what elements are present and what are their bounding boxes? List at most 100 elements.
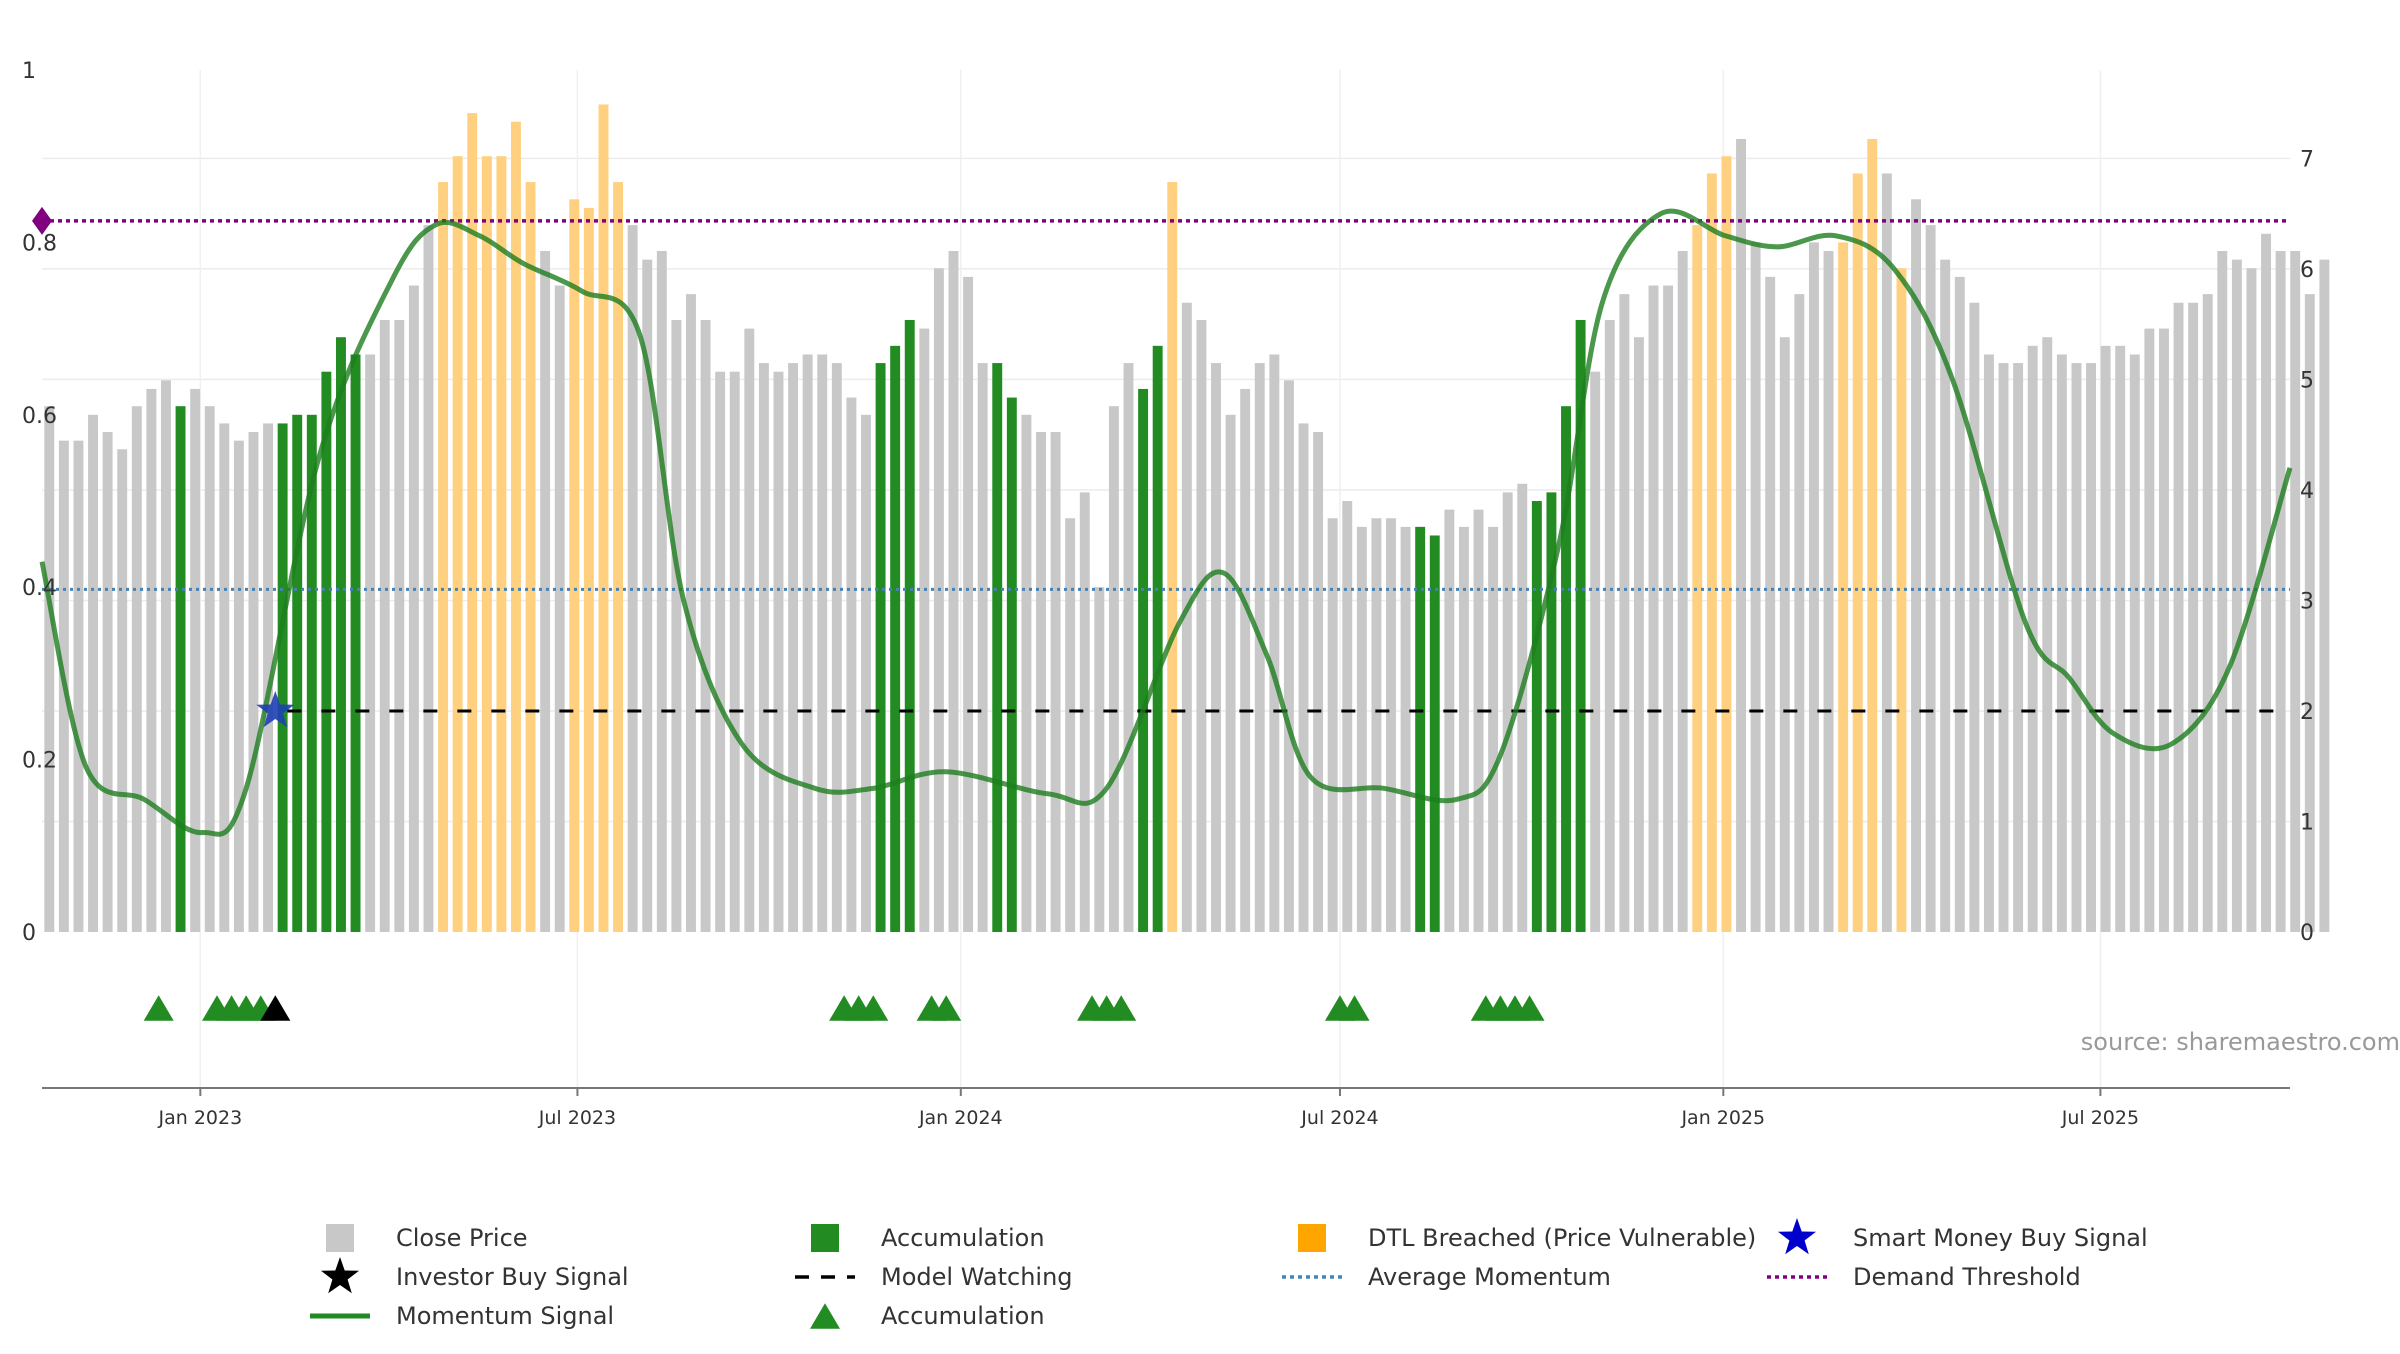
momentum-signal-line — [39, 208, 2293, 837]
dtl-breached-bar — [525, 182, 536, 932]
close-price-bar — [2056, 354, 2067, 933]
close-price-bar — [1750, 242, 1761, 932]
dtl-breached-bar — [583, 207, 594, 933]
accumulation-bar — [1561, 406, 1571, 932]
close-price-bar — [1648, 285, 1659, 932]
dtl-breached-bar — [452, 156, 463, 932]
dtl-breached-bar — [1896, 268, 1907, 932]
legend-square-icon — [326, 1224, 354, 1252]
dtl-breached-bar — [613, 182, 624, 932]
close-price-bar — [1269, 354, 1280, 933]
right-axis-tick-label: 2 — [2300, 700, 2314, 725]
accumulation-triangle-marker — [931, 995, 962, 1021]
right-axis-tick-label: 3 — [2300, 589, 2314, 614]
close-price-bar — [2100, 345, 2111, 933]
demand-threshold-marker — [32, 206, 52, 235]
legend-square-icon — [811, 1224, 839, 1252]
close-price-bar — [1590, 371, 1601, 932]
close-price-bar — [656, 251, 667, 932]
close-price-bar — [1911, 199, 1921, 933]
accumulation-triangle-marker — [143, 995, 174, 1021]
close-price-bar — [1050, 432, 1061, 932]
close-price-bar — [248, 432, 259, 932]
accumulation-bar — [1531, 501, 1542, 932]
close-price-bar — [2202, 294, 2213, 932]
close-price-bar — [671, 319, 682, 933]
close-price-bar — [1663, 285, 1674, 932]
dtl-breached-bar — [1867, 138, 1878, 932]
close-price-bar — [1458, 526, 1469, 932]
close-price-bar — [1327, 518, 1338, 932]
dtl-breached-bar — [496, 156, 507, 932]
close-price-bar — [1794, 294, 1805, 932]
accumulation-bar — [336, 337, 346, 933]
accumulation-bar — [321, 371, 332, 932]
close-price-bar — [1123, 363, 1134, 933]
close-price-bar — [131, 406, 142, 932]
close-price-bar — [1619, 294, 1630, 932]
close-price-bar — [744, 328, 755, 933]
close-price-bar — [190, 388, 201, 932]
legend-label: Model Watching — [881, 1263, 1073, 1291]
close-price-bar — [161, 380, 171, 932]
close-price-bar — [2290, 251, 2301, 932]
close-price-bar — [788, 363, 799, 933]
legend-label: Accumulation — [881, 1302, 1045, 1330]
close-price-bar — [1765, 276, 1776, 932]
legend-entry: Average Momentum — [1282, 1263, 1611, 1291]
close-price-bar — [2188, 302, 2199, 932]
dtl-breached-bar — [1721, 156, 1732, 932]
close-price-bar — [394, 319, 405, 933]
source-label: source: sharemaestro.com — [2081, 1028, 2400, 1056]
legend-triangle-icon — [810, 1303, 840, 1329]
reference-lines — [32, 206, 2290, 713]
legend-entry: Accumulation — [810, 1302, 1045, 1330]
close-price-bar — [846, 397, 857, 932]
legend-entry: Smart Money Buy Signal — [1778, 1218, 2148, 1255]
close-price-bar — [1400, 526, 1411, 932]
accumulation-bar — [350, 354, 361, 933]
close-price-bar — [1473, 509, 1484, 932]
close-price-bar — [73, 440, 84, 932]
close-price-bar — [2158, 328, 2169, 933]
close-price-bar — [2013, 363, 2024, 933]
legend: Close Price Accumulation DTL Breached (Pri… — [310, 1218, 2148, 1330]
close-price-bar — [2217, 251, 2228, 932]
close-price-bar — [1677, 251, 1688, 932]
legend-entry: Close Price — [326, 1224, 528, 1252]
close-price-bar — [2144, 328, 2155, 933]
close-price-bar — [831, 363, 842, 933]
close-price-bar — [554, 285, 565, 932]
date-axis-tick-label: Jul 2023 — [538, 1107, 616, 1129]
close-price-bar — [1998, 363, 2009, 933]
close-price-bar — [2261, 233, 2271, 932]
close-price-bar — [1298, 423, 1309, 932]
dtl-breached-bar — [1706, 173, 1717, 932]
close-price-bar — [1036, 432, 1046, 932]
legend-star-icon — [1778, 1218, 1816, 1255]
close-price-bars — [44, 104, 2330, 933]
close-price-bar — [1313, 432, 1324, 932]
close-price-bar — [1779, 337, 1790, 933]
right-axis-tick-label: 4 — [2300, 479, 2314, 504]
close-price-bar — [1808, 242, 1819, 932]
date-axis-tick-label: Jul 2025 — [2061, 1107, 2139, 1129]
accumulation-bar — [875, 363, 886, 933]
close-price-bar — [2173, 302, 2184, 932]
dtl-breached-bar — [511, 121, 521, 933]
close-price-bar — [1940, 259, 1951, 932]
close-price-bar — [1969, 302, 1980, 932]
close-price-bar — [773, 371, 784, 932]
legend-label: DTL Breached (Price Vulnerable) — [1368, 1224, 1756, 1252]
close-price-bar — [423, 225, 434, 932]
legend-star-icon — [321, 1257, 359, 1294]
accumulation-bar — [277, 423, 288, 932]
close-price-bar — [2319, 259, 2330, 932]
right-axis-tick-label: 5 — [2300, 368, 2314, 393]
close-price-bar — [919, 328, 930, 933]
close-price-bar — [627, 225, 638, 932]
legend-label: Momentum Signal — [396, 1302, 614, 1330]
legend-label: Demand Threshold — [1853, 1263, 2081, 1291]
close-price-bar — [1065, 518, 1076, 932]
